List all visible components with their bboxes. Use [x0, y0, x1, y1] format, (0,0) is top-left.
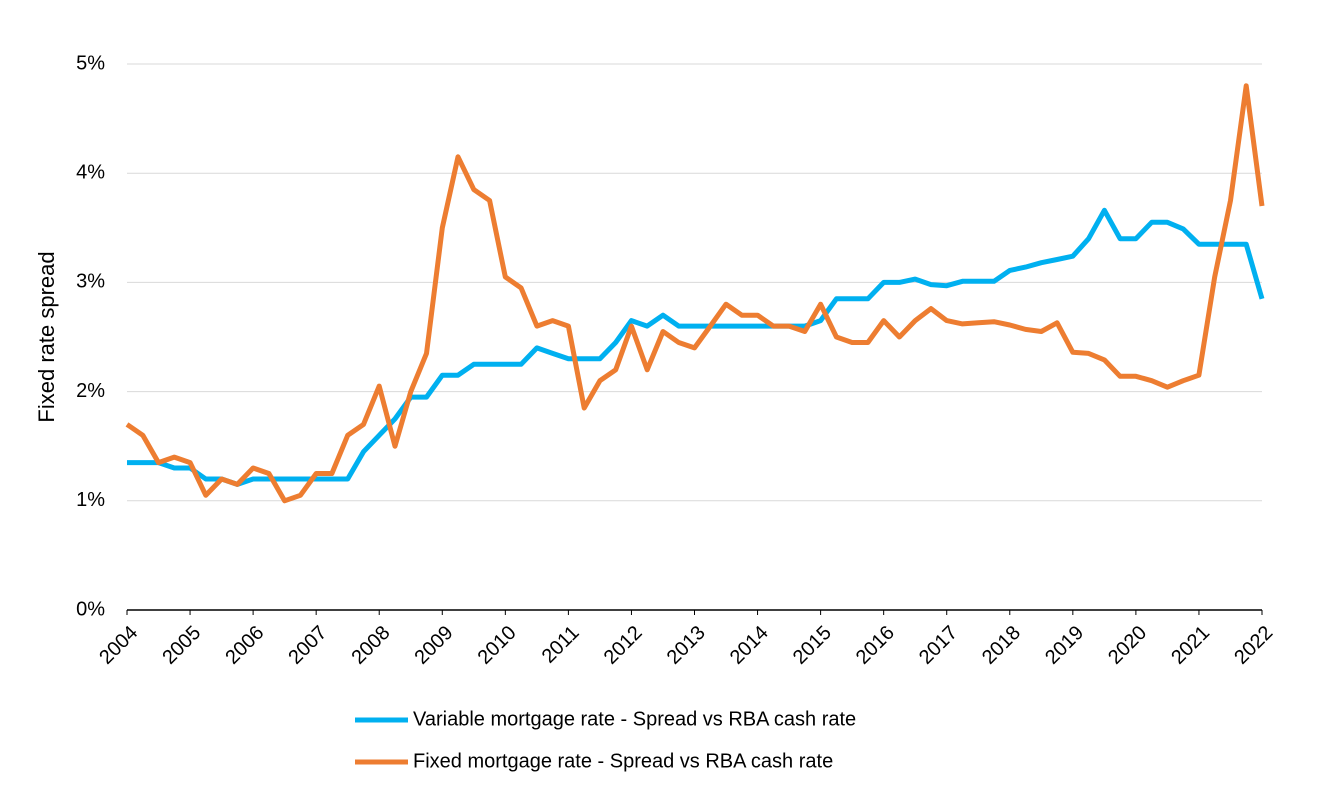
- x-tick-label: 2021: [1167, 622, 1214, 669]
- x-tick-label: 2015: [789, 622, 836, 669]
- legend-label: Variable mortgage rate - Spread vs RBA c…: [413, 708, 856, 730]
- line-series: [125, 83, 1265, 504]
- x-tick-label: 2007: [284, 622, 331, 669]
- x-tick-label: 2017: [915, 622, 962, 669]
- y-tick-label: 5%: [76, 52, 105, 74]
- line-series: [127, 207, 1265, 487]
- x-tick-label: 2020: [1104, 622, 1151, 669]
- x-tick-label: 2011: [538, 622, 584, 668]
- x-tick-label: 2013: [663, 622, 710, 669]
- x-tick-label: 2006: [221, 622, 268, 669]
- y-tick-label: 0%: [76, 598, 105, 620]
- x-tick-label: 2004: [95, 622, 142, 669]
- x-tick-label: 2009: [411, 622, 458, 669]
- x-tick-label: 2018: [978, 622, 1025, 669]
- y-axis-title: Fixed rate spread: [34, 251, 59, 422]
- x-tick-label: 2019: [1041, 622, 1088, 669]
- y-tick-label: 4%: [76, 161, 105, 183]
- x-tick-label: 2008: [347, 622, 394, 669]
- x-tick-label: 2022: [1230, 622, 1277, 669]
- legend-label: Fixed mortgage rate - Spread vs RBA cash…: [413, 750, 833, 772]
- x-tick-label: 2005: [158, 622, 205, 669]
- x-tick-label: 2012: [600, 622, 647, 669]
- x-tick-label: 2014: [726, 622, 773, 669]
- x-tick-label: 2010: [474, 622, 521, 669]
- y-tick-label: 2%: [76, 380, 105, 402]
- y-tick-label: 1%: [76, 489, 105, 511]
- x-tick-label: 2016: [852, 622, 899, 669]
- y-tick-label: 3%: [76, 271, 105, 293]
